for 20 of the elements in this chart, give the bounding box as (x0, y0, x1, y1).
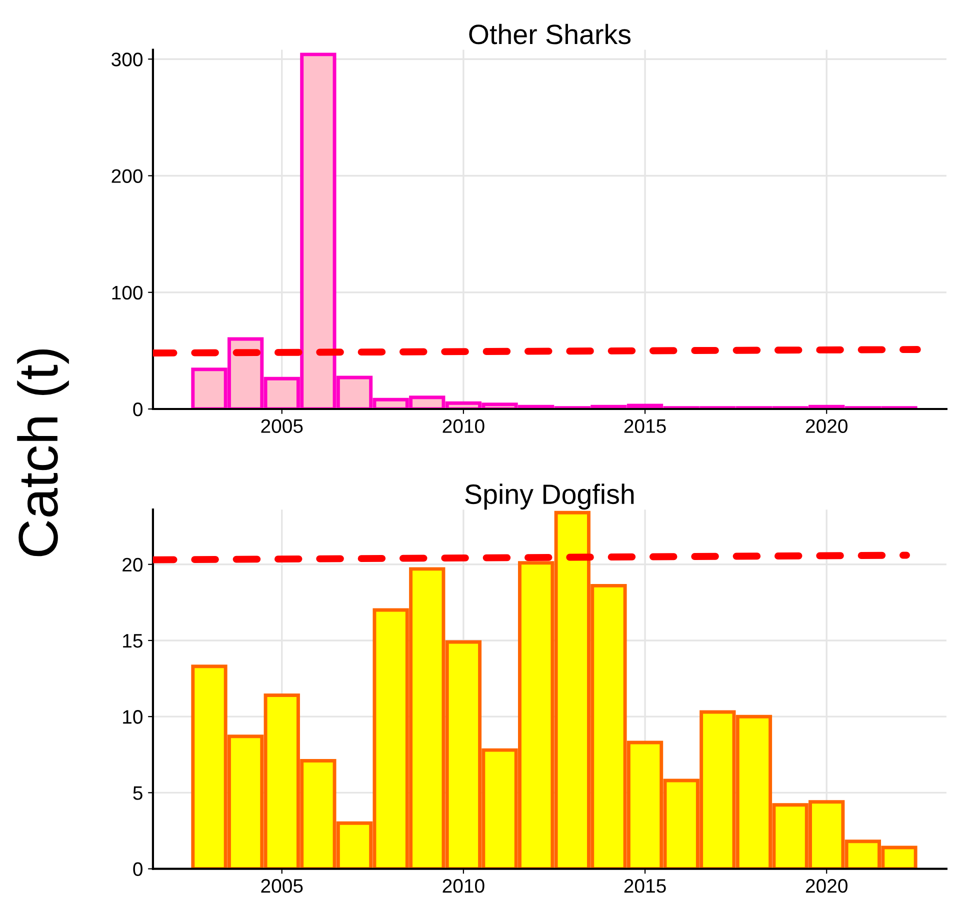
y-tick-label: 15 (123, 634, 142, 648)
x-tick-label: 2015 (624, 879, 666, 893)
y-tick-label: 300 (112, 52, 142, 66)
y-axis-title: Catch (t) (17, 349, 69, 556)
y-tick-label: 5 (133, 786, 142, 800)
y-tick-label: 200 (112, 169, 142, 183)
y-tick-label: 10 (123, 710, 142, 724)
chart-title: Spiny Dogfish (465, 484, 634, 510)
x-tick-label: 2005 (261, 879, 303, 893)
x-tick-label: 2010 (442, 879, 484, 893)
chart-title: Other Sharks (469, 24, 631, 44)
y-tick-label: 20 (122, 558, 142, 572)
y-tick-label: 100 (112, 286, 142, 300)
y-tick-label: 0 (133, 862, 142, 876)
x-tick-label: 2015 (624, 419, 666, 433)
x-tick-label: 2020 (806, 419, 848, 433)
x-tick-label: 2020 (806, 879, 848, 893)
x-tick-label: 2010 (442, 419, 484, 433)
y-tick-label: 0 (133, 402, 142, 416)
x-tick-label: 2005 (261, 419, 303, 433)
